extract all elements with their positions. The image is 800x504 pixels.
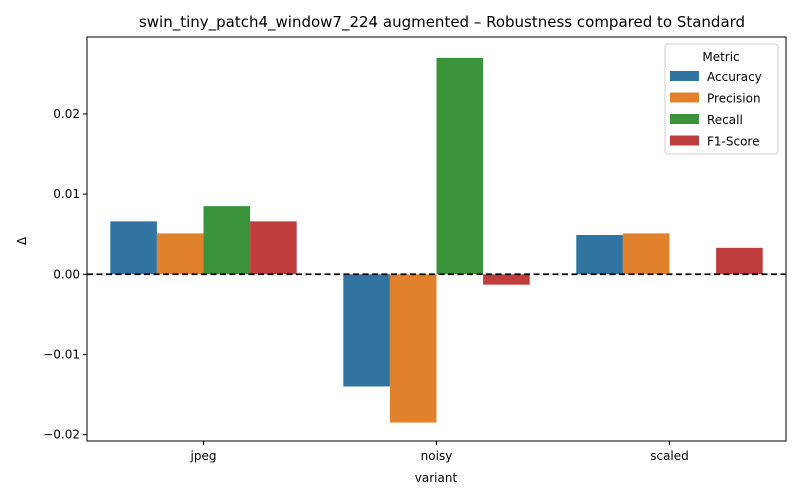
bar-jpeg-precision bbox=[156, 233, 204, 275]
bar-noisy-recall bbox=[436, 57, 484, 275]
y-tick-label: 0.02 bbox=[53, 107, 80, 121]
legend-items: Accuracy Precision Recall F1-Score bbox=[670, 70, 762, 149]
x-tick-label: scaled bbox=[650, 449, 689, 463]
y-tick-label: −0.02 bbox=[43, 428, 80, 442]
y-axis-label: Δ bbox=[15, 236, 29, 245]
x-axis: jpeg noisy scaled bbox=[190, 441, 689, 463]
legend-label-accuracy: Accuracy bbox=[707, 70, 762, 84]
x-axis-label: variant bbox=[415, 471, 458, 485]
bar-jpeg-accuracy bbox=[110, 221, 157, 275]
legend: Metric Accuracy Precision Recall F1-Score bbox=[664, 43, 779, 155]
legend-swatch-precision bbox=[670, 92, 699, 103]
bar-noisy-precision bbox=[389, 274, 437, 423]
legend-label-f1-score: F1-Score bbox=[707, 135, 759, 149]
y-tick-label: 0.01 bbox=[53, 187, 80, 201]
legend-label-recall: Recall bbox=[707, 113, 743, 127]
bar-scaled-f1-score bbox=[716, 247, 763, 275]
x-tick-label: jpeg bbox=[190, 449, 217, 463]
legend-swatch-recall bbox=[670, 114, 699, 124]
chart-title: swin_tiny_patch4_window7_224 augmented –… bbox=[139, 13, 745, 32]
legend-swatch-accuracy bbox=[670, 71, 699, 81]
bar-jpeg-f1-score bbox=[250, 221, 297, 275]
y-tick-label: 0.00 bbox=[53, 267, 80, 281]
bar-scaled-accuracy bbox=[576, 234, 623, 275]
bar-noisy-accuracy bbox=[343, 274, 390, 387]
bars-layer bbox=[110, 57, 763, 423]
legend-title: Metric bbox=[702, 50, 739, 64]
bar-scaled-precision bbox=[622, 233, 670, 275]
x-tick-label: noisy bbox=[421, 449, 453, 463]
bar-jpeg-recall bbox=[203, 206, 251, 275]
y-tick-label: −0.01 bbox=[43, 347, 80, 361]
bar-noisy-f1-score bbox=[483, 274, 530, 285]
legend-swatch-f1-score bbox=[670, 135, 699, 146]
legend-label-precision: Precision bbox=[707, 92, 761, 106]
y-axis: −0.02 −0.01 0.00 0.01 0.02 bbox=[43, 107, 87, 442]
